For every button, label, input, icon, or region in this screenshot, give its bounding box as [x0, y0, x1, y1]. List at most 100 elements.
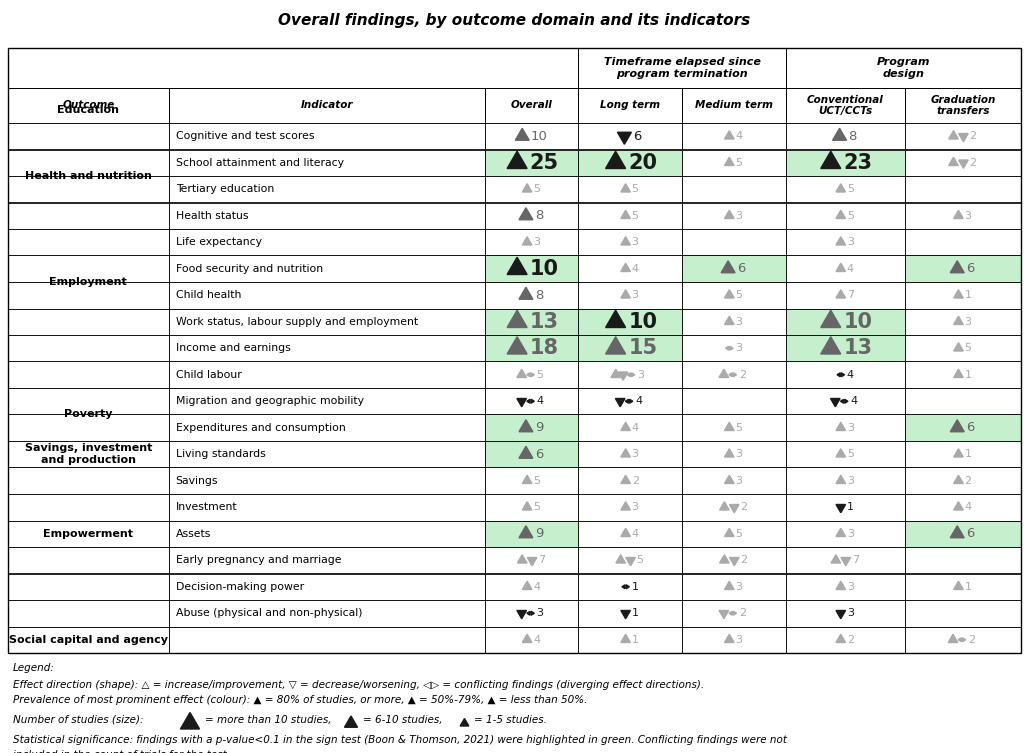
Polygon shape [729, 611, 733, 615]
Polygon shape [180, 712, 200, 729]
Polygon shape [721, 261, 735, 273]
Bar [682, 600, 785, 626]
Text: 2: 2 [739, 370, 746, 380]
Bar [8, 48, 1021, 653]
Text: 2: 2 [964, 476, 971, 486]
Text: 6: 6 [535, 448, 543, 461]
Polygon shape [460, 718, 469, 726]
Text: 1: 1 [964, 582, 971, 592]
Bar [578, 282, 682, 309]
Polygon shape [831, 555, 841, 563]
Bar [485, 547, 578, 574]
Text: Health and nutrition: Health and nutrition [25, 171, 152, 181]
Bar [169, 361, 485, 388]
Bar [485, 414, 578, 441]
Polygon shape [949, 157, 958, 166]
Polygon shape [523, 184, 532, 192]
Bar [578, 88, 682, 123]
Bar [8, 414, 169, 441]
Polygon shape [523, 501, 532, 510]
Polygon shape [620, 501, 631, 510]
Polygon shape [527, 611, 530, 615]
Bar [578, 520, 682, 547]
Bar [169, 494, 485, 520]
Polygon shape [620, 184, 631, 192]
Polygon shape [724, 316, 734, 325]
Bar [682, 335, 785, 361]
Bar [578, 255, 682, 282]
Text: 4: 4 [850, 396, 857, 407]
Bar [904, 229, 1021, 255]
Bar [578, 335, 682, 361]
Text: 4: 4 [632, 422, 639, 433]
Polygon shape [730, 557, 739, 566]
Text: 5: 5 [847, 184, 854, 194]
Text: 6: 6 [633, 130, 642, 143]
Text: Outcome: Outcome [62, 100, 114, 111]
Text: 4: 4 [847, 370, 854, 380]
Text: 5: 5 [533, 184, 540, 194]
Text: Conventional
UCT/CCTs: Conventional UCT/CCTs [807, 95, 884, 116]
Polygon shape [630, 399, 633, 403]
Bar [682, 574, 785, 600]
Text: 13: 13 [530, 312, 559, 332]
Text: 10: 10 [531, 130, 547, 143]
Bar [785, 335, 904, 361]
Bar [785, 150, 904, 176]
Bar [785, 176, 904, 203]
Text: 2: 2 [969, 157, 977, 168]
Bar [904, 361, 1021, 388]
Polygon shape [949, 131, 958, 139]
Bar [904, 255, 1021, 282]
Polygon shape [620, 475, 631, 483]
Text: Living standards: Living standards [176, 450, 265, 459]
Polygon shape [626, 557, 635, 566]
Text: Overall: Overall [510, 100, 553, 111]
Polygon shape [519, 419, 533, 431]
Text: Timeframe elapsed since
program termination: Timeframe elapsed since program terminat… [604, 57, 760, 79]
Text: Savings: Savings [176, 476, 218, 486]
Polygon shape [836, 290, 846, 298]
Text: Decision-making power: Decision-making power [176, 582, 304, 592]
Text: 4: 4 [632, 264, 639, 274]
Bar [904, 309, 1021, 335]
Text: 3: 3 [847, 476, 854, 486]
Polygon shape [620, 422, 631, 431]
Text: 3: 3 [637, 370, 644, 380]
Polygon shape [523, 581, 532, 590]
Bar [785, 520, 904, 547]
Text: 9: 9 [535, 527, 543, 540]
Text: 5: 5 [537, 370, 543, 380]
Polygon shape [729, 373, 733, 376]
Text: Income and earnings: Income and earnings [176, 343, 290, 353]
Bar [785, 255, 904, 282]
Polygon shape [724, 581, 734, 590]
Text: Number of studies (size):: Number of studies (size): [13, 715, 143, 725]
Polygon shape [517, 398, 527, 407]
Bar [785, 229, 904, 255]
Polygon shape [719, 369, 729, 377]
Text: Social capital and agency: Social capital and agency [9, 635, 168, 645]
Text: 3: 3 [632, 237, 639, 247]
Text: 3: 3 [847, 422, 854, 433]
Polygon shape [724, 475, 734, 483]
Bar [578, 309, 682, 335]
Bar [169, 176, 485, 203]
Polygon shape [628, 373, 631, 376]
Bar [485, 150, 578, 176]
Text: 3: 3 [847, 529, 854, 538]
Bar [578, 123, 682, 150]
Text: Prevalence of most prominent effect (colour): ▲ = 80% of studies, or more, ▲ = 5: Prevalence of most prominent effect (col… [13, 695, 588, 705]
Text: 5: 5 [533, 502, 540, 512]
Polygon shape [954, 316, 963, 325]
Bar [578, 229, 682, 255]
Polygon shape [626, 399, 629, 403]
Polygon shape [615, 398, 625, 407]
Bar [169, 229, 485, 255]
Polygon shape [951, 526, 964, 538]
Text: 4: 4 [533, 635, 540, 645]
Bar [578, 203, 682, 229]
Text: 5: 5 [637, 555, 643, 566]
Bar [785, 88, 904, 123]
Bar [904, 520, 1021, 547]
